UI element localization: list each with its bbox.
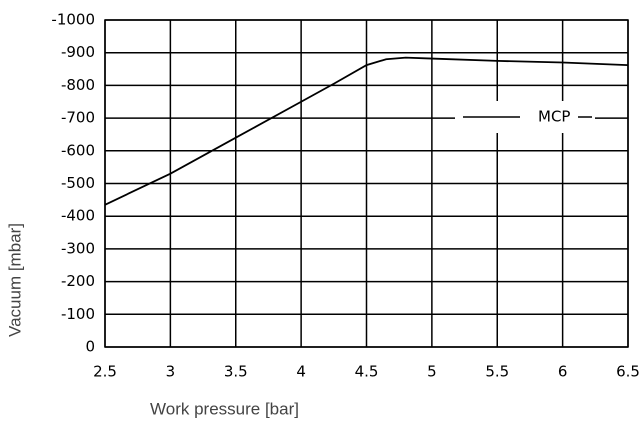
x-tick-label: 4.5 xyxy=(355,363,379,381)
data-line xyxy=(104,56,629,206)
plot-frame xyxy=(104,19,629,348)
x-tick-label: 3 xyxy=(166,363,176,381)
x-axis-title: Work pressure [bar] xyxy=(150,399,299,418)
y-tick-label: -200 xyxy=(61,272,95,290)
y-tick-label: -1000 xyxy=(51,11,95,29)
x-tick-label: 5 xyxy=(427,363,437,381)
y-tick-label: 0 xyxy=(85,338,95,356)
y-axis-title: Vacuum [mbar] xyxy=(5,223,24,337)
y-tick-label: -700 xyxy=(61,109,95,127)
x-tick-label: 5.5 xyxy=(485,363,509,381)
x-tick-label: 6.5 xyxy=(616,363,640,381)
legend-label: MCP xyxy=(538,108,570,126)
x-tick-label: 4 xyxy=(296,363,306,381)
x-tick-label: 2.5 xyxy=(93,363,117,381)
y-tick-label: -400 xyxy=(61,207,95,225)
y-tick-label: -600 xyxy=(61,141,95,159)
y-tick-label: -900 xyxy=(61,43,95,61)
x-tick-label: 3.5 xyxy=(224,363,248,381)
y-tick-label: -100 xyxy=(61,305,95,323)
y-tick-label: -300 xyxy=(61,239,95,257)
y-tick-label: -800 xyxy=(61,76,95,94)
x-tick-label: 6 xyxy=(558,363,568,381)
y-tick-label: -500 xyxy=(61,174,95,192)
